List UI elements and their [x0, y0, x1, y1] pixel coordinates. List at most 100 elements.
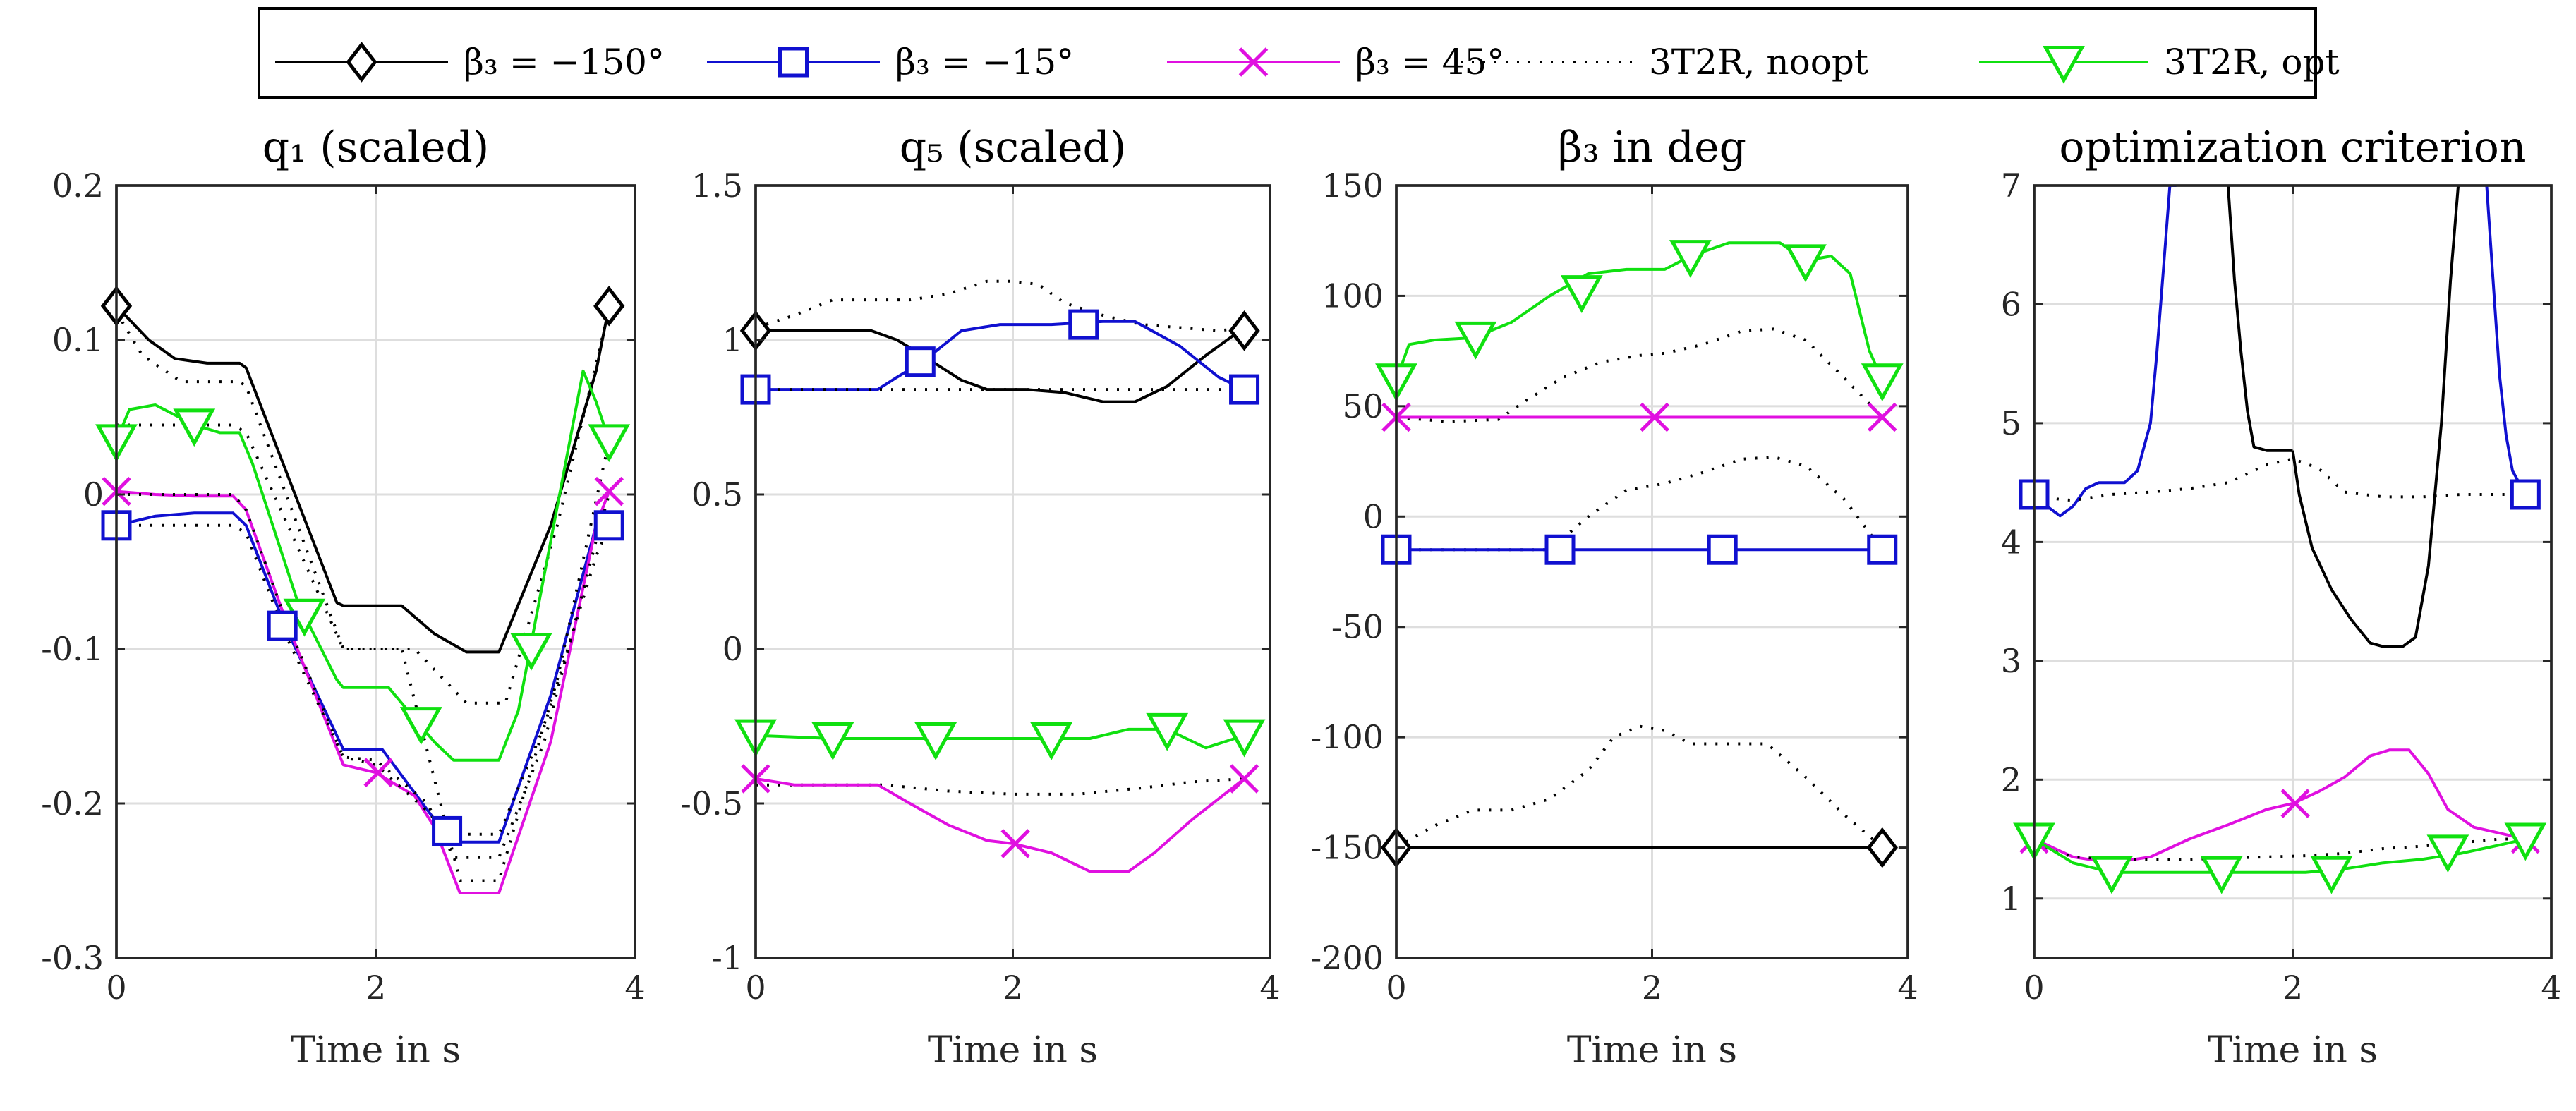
x-tick-label: 2	[365, 969, 386, 1007]
data-point-opt	[2504, 822, 2547, 861]
y-tick-label: 1	[2001, 880, 2021, 918]
series-line-m150	[2226, 186, 2293, 452]
y-tick-label: -0.1	[41, 630, 104, 668]
data-point-p45	[363, 758, 393, 787]
data-point-opt	[914, 722, 957, 760]
data-point-p45	[1229, 764, 1259, 794]
x-tick-label: 0	[106, 969, 126, 1007]
series-line-m15	[116, 511, 610, 844]
legend-entry-m150: β₃ = −150°	[275, 42, 665, 83]
legend: β₃ = −150° β₃ = −15° β₃ = 45° 3T2R, noopt 3T…	[258, 7, 2340, 99]
data-point-opt	[2426, 834, 2469, 873]
x-tick-label: 2	[1642, 969, 1662, 1007]
data-point-m150	[1866, 827, 1898, 868]
x-tick-label: 2	[1003, 969, 1023, 1007]
y-tick-label: 0	[722, 630, 743, 668]
data-point-m15	[432, 815, 463, 846]
legend-entry-p45: β₃ = 45°	[1167, 42, 1504, 83]
data-point-m15	[267, 610, 298, 641]
data-point-opt	[399, 707, 442, 745]
data-point-opt	[811, 722, 854, 760]
panel-title: β₃ in deg	[1558, 123, 1746, 172]
legend-entry-m15: β₃ = −15°	[707, 42, 1074, 83]
x-axis-label: Time in s	[2208, 1029, 2378, 1071]
data-point-m15	[1068, 309, 1099, 340]
data-point-opt	[2310, 856, 2353, 894]
series-group	[756, 279, 1245, 873]
y-tick-label: -0.2	[41, 784, 104, 822]
y-tick-label: 150	[1322, 166, 1384, 205]
legend-label: 3T2R, noopt	[1649, 42, 1868, 83]
y-tick-label: 7	[2001, 166, 2021, 205]
data-point-p45	[1000, 829, 1030, 858]
data-point-m15	[1707, 534, 1738, 565]
x-tick-label: 0	[745, 969, 766, 1007]
data-point-m15	[1229, 374, 1260, 405]
series-line-m150	[116, 305, 611, 654]
legend-box	[258, 7, 2317, 99]
data-point-m15	[1867, 534, 1898, 565]
panel-title: q₁ (scaled)	[262, 123, 490, 172]
y-tick-label: -200	[1311, 939, 1384, 977]
data-point-p45	[1867, 402, 1897, 432]
data-point-opt	[510, 632, 552, 671]
data-point-p45	[2280, 789, 2310, 818]
panel-3: 0 2 4 -200 -150 -100 -50 0 50 100 150 β₃ in deg Time…	[1311, 123, 1918, 1071]
data-point-p45	[1640, 402, 1669, 432]
x-axis-label: Time in s	[928, 1029, 1098, 1071]
x-tick-label: 4	[1259, 969, 1280, 1007]
y-tick-label: 1.5	[691, 166, 743, 205]
y-tick-label: 1	[722, 321, 743, 359]
legend-label: β₃ = 45°	[1355, 42, 1504, 83]
panels: 0 2 4 -0.3 -0.2 -0.1 0 0.1 0.2 q₁ (scaled) Time in…	[41, 123, 2561, 1071]
y-tick-label: 0	[1363, 497, 1384, 535]
data-point-m15	[1544, 534, 1576, 565]
x-tick-label: 4	[2541, 969, 2561, 1007]
data-point-opt	[173, 408, 216, 447]
y-tick-label: -50	[1331, 608, 1384, 646]
data-point-opt	[2200, 856, 2243, 894]
legend-label: 3T2R, opt	[2164, 42, 2340, 83]
data-point-opt	[1223, 719, 1266, 758]
legend-marker	[778, 47, 809, 78]
x-tick-label: 2	[2282, 969, 2303, 1007]
legend-label: β₃ = −150°	[464, 42, 665, 83]
y-tick-label: -100	[1311, 718, 1384, 756]
legend-marker	[1238, 47, 1269, 77]
series-line-opt	[756, 727, 1245, 750]
data-point-opt	[2091, 856, 2133, 894]
series-line-noopt	[1396, 327, 1884, 423]
y-tick-label: 0.5	[691, 475, 743, 514]
legend-marker	[2043, 45, 2085, 84]
panel-4: 0 2 4 1 2 3 4 5 6 7 optimization criterion Time in …	[2001, 123, 2562, 1071]
panel-1: 0 2 4 -0.3 -0.2 -0.1 0 0.1 0.2 q₁ (scaled) Time in…	[41, 123, 645, 1071]
data-point-opt	[1030, 722, 1073, 760]
series-line-p45	[116, 490, 611, 894]
x-tick-label: 0	[2024, 969, 2044, 1007]
data-point-p45	[594, 476, 624, 506]
series-line-noopt	[2034, 457, 2526, 502]
legend-label: β₃ = −15°	[895, 42, 1074, 83]
y-tick-label: 100	[1322, 277, 1384, 315]
y-tick-label: 3	[2001, 642, 2021, 680]
y-tick-label: 5	[2001, 404, 2021, 442]
y-tick-label: 6	[2001, 285, 2021, 323]
data-point-m150	[593, 286, 625, 327]
x-axis-label: Time in s	[1567, 1029, 1737, 1071]
y-tick-label: 0.2	[52, 166, 104, 205]
y-tick-label: -1	[711, 939, 743, 977]
x-tick-label: 4	[624, 969, 645, 1007]
data-point-m15	[905, 346, 936, 377]
panel-title: q₅ (scaled)	[900, 123, 1127, 172]
x-axis-label: Time in s	[291, 1029, 461, 1071]
data-point-opt	[1669, 240, 1712, 278]
series-line-p45	[756, 777, 1245, 873]
legend-entry-noopt: 3T2R, noopt	[1461, 42, 1868, 83]
panel-2: 0 2 4 -1 -0.5 0 0.5 1 1.5 q₅ (scaled) Time in s	[680, 123, 1280, 1071]
data-point-opt	[1861, 363, 1904, 402]
data-point-m15	[593, 510, 624, 541]
data-point-opt	[1146, 712, 1189, 751]
y-tick-label: 50	[1342, 387, 1384, 425]
series-line-m15	[756, 320, 1245, 391]
